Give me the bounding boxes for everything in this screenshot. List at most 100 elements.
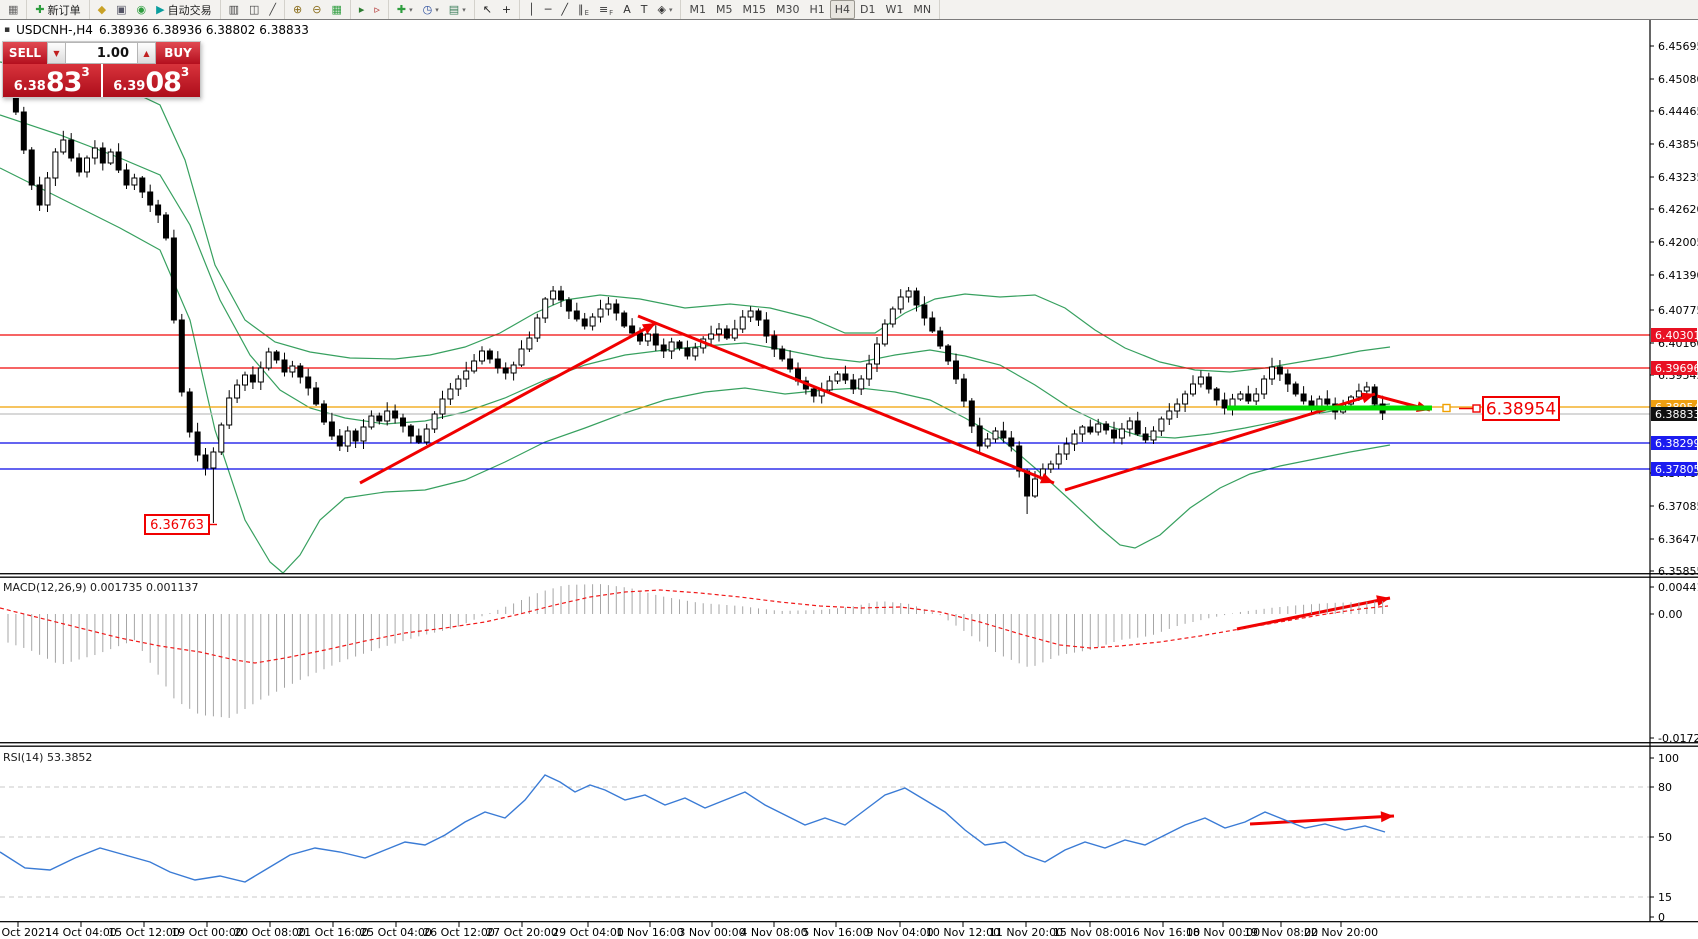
chevron-down-icon[interactable]: ▾ xyxy=(462,5,466,14)
rsi-trend-arrow[interactable] xyxy=(1249,811,1395,826)
timeframe-m1[interactable]: M1 xyxy=(689,3,706,16)
buy-price-prefix: 6.39 xyxy=(113,79,146,94)
chevron-down-icon[interactable]: ▾ xyxy=(409,5,413,14)
svg-text:20 Oct 08:00: 20 Oct 08:00 xyxy=(234,926,306,939)
svg-text:6.35855: 6.35855 xyxy=(1658,565,1698,578)
sound-icon-glyph: ◉ xyxy=(136,3,147,16)
cursor-icon[interactable]: ↖ xyxy=(478,0,497,19)
svg-text:6.37805: 6.37805 xyxy=(1655,463,1698,476)
sell-price-panel[interactable]: 6.38 83 3 xyxy=(3,64,101,97)
timeframe-m30[interactable]: M30 xyxy=(775,3,800,16)
timeframe-m5[interactable]: M5 xyxy=(715,3,733,16)
volume-decrease-button[interactable]: ▼ xyxy=(47,42,66,64)
trendline-icon[interactable]: ╱ xyxy=(556,0,573,19)
svg-text:6.42005: 6.42005 xyxy=(1658,236,1698,249)
price-annotation-box-6.36763[interactable]: 6.36763 xyxy=(144,514,217,535)
timeframe-group: M1 M5 M15 M30 H1 H4 D1 W1 MN xyxy=(681,0,941,19)
tile-windows-icon[interactable]: ▦ xyxy=(326,0,346,19)
crosshair-icon-glyph: + xyxy=(501,3,512,16)
svg-text:6.36763: 6.36763 xyxy=(150,518,204,533)
toolbar-group: ◆ ▣ ◉ ▶ 自动交易 xyxy=(90,0,221,19)
indicators-button[interactable]: ✚ ▾ xyxy=(392,0,418,19)
svg-text:10 Nov 12:00: 10 Nov 12:00 xyxy=(926,926,1000,939)
svg-text:21 Oct 16:00: 21 Oct 16:00 xyxy=(297,926,369,939)
text-icon[interactable]: A xyxy=(618,0,636,19)
volume-increase-button[interactable]: ▲ xyxy=(137,42,156,64)
svg-text:3 Nov 00:00: 3 Nov 00:00 xyxy=(678,926,745,939)
downtrend-arrow[interactable] xyxy=(637,314,1055,485)
price-annotation-box-6.38954[interactable]: 6.38954 xyxy=(1459,396,1560,421)
support-highlight-line[interactable] xyxy=(1227,403,1451,413)
templates-button[interactable]: ▤ ▾ xyxy=(444,0,471,19)
volume-input[interactable]: 1.00 xyxy=(66,42,137,64)
channel-icon[interactable]: ∥ E xyxy=(573,0,594,19)
toolbar-group: ✚ 新订单 xyxy=(27,0,90,19)
svg-text:6.38833: 6.38833 xyxy=(1655,408,1698,421)
svg-text:6.45695: 6.45695 xyxy=(1658,40,1698,53)
periods-glyph: ◷ xyxy=(422,3,433,16)
candlestick-chart-icon[interactable]: ◫ xyxy=(244,0,264,19)
periods-button[interactable]: ◷ ▾ xyxy=(418,0,444,19)
arrows-icon[interactable]: ◈ ▾ xyxy=(652,0,677,19)
timeframe-m15[interactable]: M15 xyxy=(742,3,766,16)
svg-text:11 Nov 20:00: 11 Nov 20:00 xyxy=(989,926,1063,939)
autotrading-button-label: 自动交易 xyxy=(167,3,212,17)
one-click-trading-widget: SELL ▼ 1.00 ▲ BUY 6.38 83 3 6.39 08 3 xyxy=(2,41,201,98)
trend-annotations[interactable] xyxy=(359,314,1431,826)
bar-chart-icon-glyph: ▥ xyxy=(228,3,239,16)
svg-text:22 Nov 20:00: 22 Nov 20:00 xyxy=(1304,926,1378,939)
price-badge-6.40301: 6.40301 xyxy=(1651,328,1698,342)
svg-text:25 Oct 04:00: 25 Oct 04:00 xyxy=(360,926,432,939)
svg-text:19 Nov 08:00: 19 Nov 08:00 xyxy=(1244,926,1318,939)
chart-mini-icon: ▪ xyxy=(4,25,11,35)
svg-text:15 Nov 08:00: 15 Nov 08:00 xyxy=(1053,926,1127,939)
label-icon[interactable]: T xyxy=(636,0,653,19)
vertical-line-icon[interactable]: │ xyxy=(523,0,540,19)
panel-separators[interactable] xyxy=(0,573,1698,923)
window-icon[interactable]: ▦ xyxy=(3,0,23,19)
buy-price-panel[interactable]: 6.39 08 3 xyxy=(102,64,200,97)
horizontal-line-icon[interactable]: ─ xyxy=(540,0,557,19)
chart-shift-icon[interactable]: ▹ xyxy=(369,0,385,19)
chevron-down-icon[interactable]: ▾ xyxy=(668,5,673,14)
terminal-icon[interactable]: ▣ xyxy=(111,0,131,19)
zoom-out-icon[interactable]: ⊖ xyxy=(307,0,326,19)
svg-text:6.44465: 6.44465 xyxy=(1658,105,1698,118)
eraser-icon[interactable]: ◆ xyxy=(93,0,111,19)
zoom-in-icon[interactable]: ⊕ xyxy=(288,0,307,19)
chevron-down-icon[interactable]: ▾ xyxy=(435,5,439,14)
timeframe-w1[interactable]: W1 xyxy=(885,3,904,16)
buy-button[interactable]: BUY xyxy=(156,42,200,64)
uptrend-arrow-1[interactable] xyxy=(359,321,657,485)
cursor-icon-glyph: ↖ xyxy=(482,3,492,16)
timeframe-h1[interactable]: H1 xyxy=(809,3,825,16)
toolbar: ▦ ✚ 新订单 ◆ ▣ ◉ ▶ 自动交易 ▥ ◫ ╱ ⊕ ⊖ ▦ ▸ ▹ ✚ ▾ ◷ ▾ ▤ ▾ ↖ + │ ─ ╱ ∥ E ≡ F A T ◈ ▾… xyxy=(0,0,1698,20)
new-order-button[interactable]: ✚ 新订单 xyxy=(30,0,85,19)
fibonacci-icon[interactable]: ≡ F xyxy=(594,0,618,19)
sound-icon[interactable]: ◉ xyxy=(132,0,152,19)
autoscroll-icon[interactable]: ▸ xyxy=(354,0,370,19)
timeframe-d1[interactable]: D1 xyxy=(860,3,876,16)
timeframe-mn[interactable]: MN xyxy=(913,3,932,16)
svg-text:19 Oct 00:00: 19 Oct 00:00 xyxy=(171,926,243,939)
svg-text:26 Oct 12:00: 26 Oct 12:00 xyxy=(423,926,495,939)
bar-chart-icon[interactable]: ▥ xyxy=(224,0,244,19)
sell-button[interactable]: SELL xyxy=(3,42,47,64)
macd-trend-arrow[interactable] xyxy=(1236,595,1391,631)
autotrading-button[interactable]: ▶ 自动交易 xyxy=(151,0,216,19)
rsi-panel xyxy=(0,774,1650,898)
line-chart-icon[interactable]: ╱ xyxy=(264,0,281,19)
chart-shift-icon-glyph: ▹ xyxy=(374,3,380,16)
crosshair-icon[interactable]: + xyxy=(497,0,516,19)
sell-price-pips: 83 xyxy=(45,67,83,98)
eraser-icon-glyph: ◆ xyxy=(97,3,107,16)
label-icon-glyph: T xyxy=(640,3,648,16)
text-icon-glyph: A xyxy=(623,3,631,16)
svg-text:6.39696: 6.39696 xyxy=(1655,362,1698,375)
svg-text:6.38954: 6.38954 xyxy=(1486,400,1556,420)
svg-text:0: 0 xyxy=(1658,911,1665,924)
timeframe-h4[interactable]: H4 xyxy=(829,0,856,19)
tile-windows-icon-glyph: ▦ xyxy=(331,3,342,16)
